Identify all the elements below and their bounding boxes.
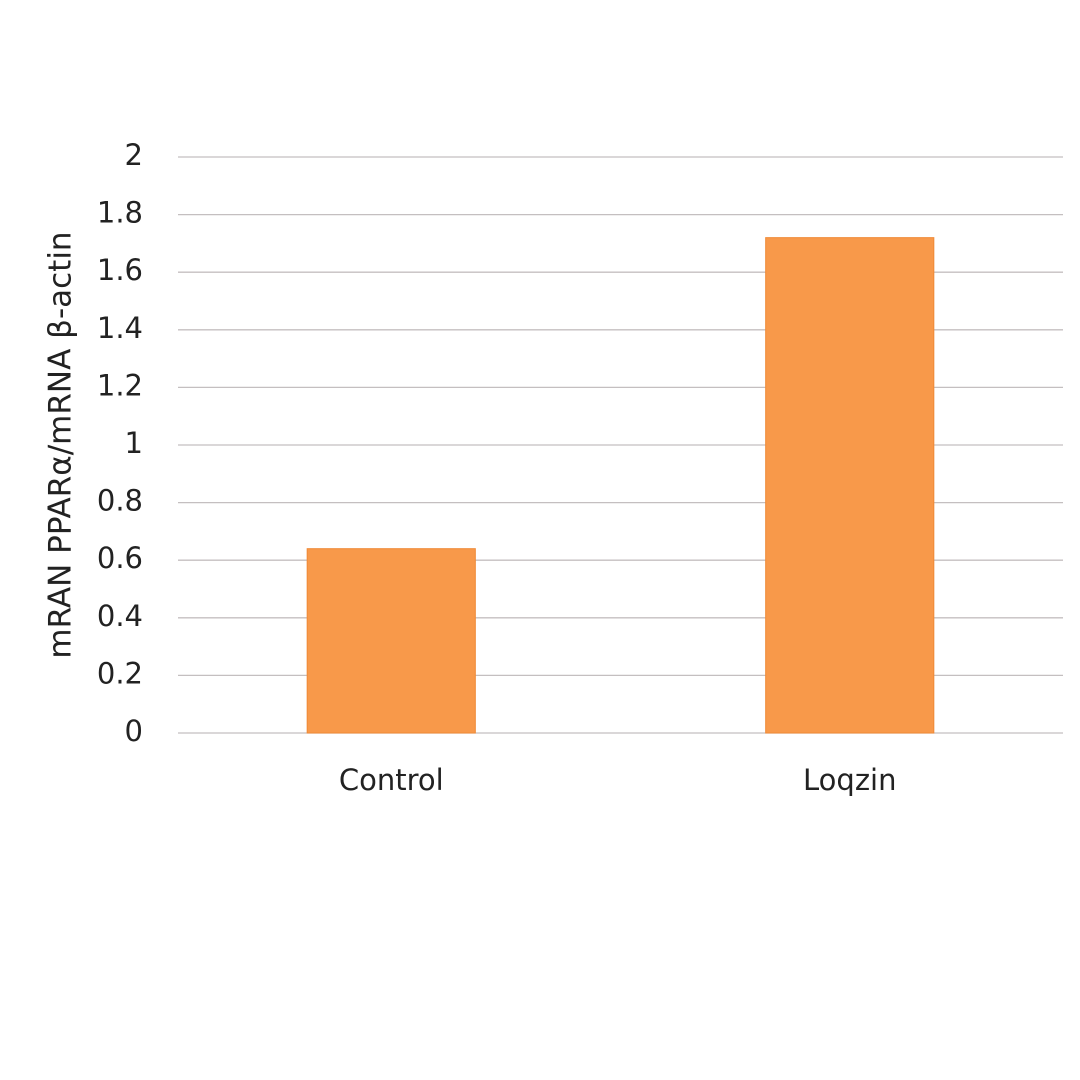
y-tick-label: 1.2 — [97, 368, 143, 402]
y-tick-label: 0 — [125, 714, 143, 748]
x-tick-label: Loqzin — [803, 763, 896, 797]
y-tick-label: 0.8 — [97, 484, 143, 518]
y-axis-label: mRAN PPARα/mRNA β-actin — [43, 231, 79, 658]
y-tick-label: 0.2 — [97, 656, 143, 690]
y-tick-label: 2 — [125, 138, 143, 172]
y-tick-label: 0.4 — [97, 599, 143, 633]
y-tick-label: 1.6 — [97, 253, 143, 287]
y-tick-label: 0.6 — [97, 541, 143, 575]
x-tick-label: Control — [339, 763, 444, 797]
bar — [306, 548, 476, 734]
y-tick-label: 1.4 — [97, 311, 143, 345]
bar — [765, 237, 935, 734]
y-tick-label: 1 — [125, 426, 143, 460]
y-tick-label: 1.8 — [97, 196, 143, 230]
